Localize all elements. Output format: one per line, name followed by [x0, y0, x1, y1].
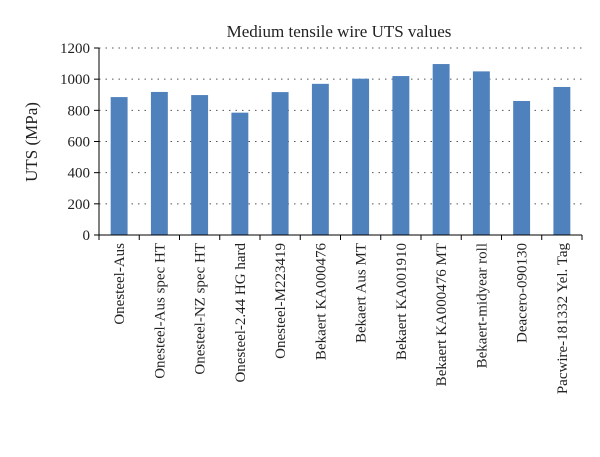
- bar: [392, 76, 410, 235]
- y-tick-label: 1200: [60, 41, 90, 57]
- bar: [231, 112, 249, 235]
- bar: [472, 71, 490, 235]
- y-tick-label: 800: [68, 103, 91, 119]
- bar: [110, 97, 128, 236]
- axes: [98, 48, 583, 240]
- x-tick-label: Bekaert KA000476 MT: [434, 243, 450, 386]
- y-tick-label: 600: [68, 135, 91, 151]
- bar: [191, 95, 209, 235]
- gridlines: [99, 47, 582, 205]
- bar: [311, 83, 329, 235]
- y-tick-label: 1000: [60, 72, 90, 88]
- y-tick-label: 400: [68, 166, 91, 182]
- bar: [352, 78, 370, 236]
- y-tick-label: 200: [68, 197, 91, 213]
- x-tick-label: Deacero-090130: [515, 243, 531, 343]
- bar: [271, 92, 289, 235]
- x-tick-label: Bekaert Aus MT: [354, 243, 370, 343]
- bars: [110, 64, 571, 236]
- x-tick-label: Bekaert KA001910: [394, 243, 410, 360]
- x-tick-label: Onesteel-2.44 HG hard: [233, 243, 249, 383]
- x-tick-label: Onesteel-M223419: [273, 243, 289, 359]
- bar: [150, 91, 168, 235]
- chart-title: Medium tensile wire UTS values: [227, 22, 452, 41]
- bar: [553, 86, 571, 235]
- y-axis-title: UTS (MPa): [22, 102, 41, 182]
- x-tick-label: Bekaert KA000476: [313, 243, 329, 361]
- x-tick-label: Onesteel-NZ spec HT: [193, 243, 209, 375]
- y-tick-label: 0: [83, 228, 91, 244]
- y-tick-labels: 0 200 400 600 800 1000 1200: [60, 41, 99, 244]
- x-tick-label: Pacwire-181332 Yel. Tag: [555, 243, 571, 395]
- x-tick-label: Onesteel-Aus spec HT: [152, 243, 168, 379]
- x-tick-labels: Onesteel-Aus Onesteel-Aus spec HT Onesteel…: [112, 243, 571, 395]
- bar: [432, 64, 450, 235]
- bar: [513, 100, 531, 235]
- x-tick-label: Bekaert-midyear roll: [474, 243, 490, 368]
- x-tick-label: Onesteel-Aus: [112, 243, 128, 325]
